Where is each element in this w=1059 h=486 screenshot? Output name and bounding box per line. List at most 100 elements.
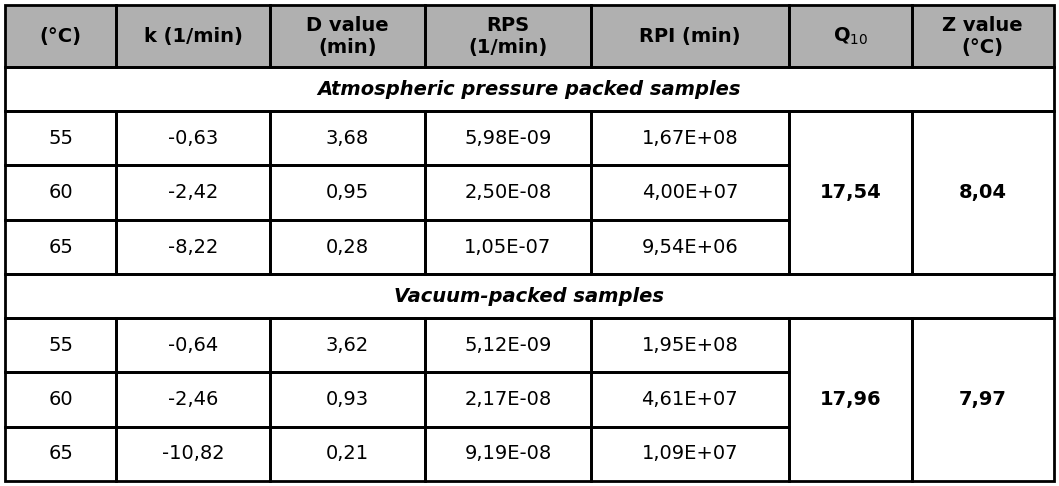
Bar xyxy=(116,427,270,481)
Text: (°C): (°C) xyxy=(40,27,82,46)
Bar xyxy=(591,5,789,68)
Text: 0,28: 0,28 xyxy=(326,238,370,257)
Bar xyxy=(270,427,425,481)
Bar xyxy=(5,5,116,68)
Bar xyxy=(425,220,591,274)
Text: 17,54: 17,54 xyxy=(820,183,881,202)
Bar xyxy=(591,165,789,220)
Text: Z value
(°C): Z value (°C) xyxy=(943,16,1023,57)
Bar xyxy=(591,372,789,427)
Text: 2,17E-08: 2,17E-08 xyxy=(464,390,552,409)
Text: -8,22: -8,22 xyxy=(168,238,218,257)
Bar xyxy=(591,427,789,481)
Bar xyxy=(591,111,789,165)
Bar xyxy=(912,111,1054,274)
Bar xyxy=(116,372,270,427)
Bar xyxy=(912,111,1054,274)
Bar xyxy=(116,318,270,372)
Bar xyxy=(5,68,1054,111)
Bar xyxy=(116,111,270,165)
Bar xyxy=(270,427,425,481)
Text: 0,21: 0,21 xyxy=(326,444,370,464)
Bar xyxy=(912,318,1054,481)
Bar xyxy=(591,427,789,481)
Text: 2,50E-08: 2,50E-08 xyxy=(464,183,552,202)
Bar xyxy=(270,5,425,68)
Bar xyxy=(5,427,116,481)
Bar xyxy=(425,165,591,220)
Text: RPS
(1/min): RPS (1/min) xyxy=(468,16,548,57)
Bar xyxy=(5,318,116,372)
Bar xyxy=(5,165,116,220)
Text: 60: 60 xyxy=(49,183,73,202)
Bar xyxy=(425,5,591,68)
Bar xyxy=(116,165,270,220)
Bar xyxy=(116,165,270,220)
Bar xyxy=(270,111,425,165)
Bar xyxy=(425,427,591,481)
Bar xyxy=(5,274,1054,318)
Bar xyxy=(270,318,425,372)
Bar xyxy=(270,220,425,274)
Bar xyxy=(789,5,912,68)
Bar xyxy=(425,111,591,165)
Text: 55: 55 xyxy=(49,335,73,355)
Bar xyxy=(425,5,591,68)
Text: 9,54E+06: 9,54E+06 xyxy=(642,238,738,257)
Bar xyxy=(116,220,270,274)
Bar xyxy=(425,318,591,372)
Bar xyxy=(5,5,116,68)
Bar xyxy=(789,111,912,274)
Bar xyxy=(591,318,789,372)
Bar xyxy=(591,165,789,220)
Bar xyxy=(591,220,789,274)
Text: 1,09E+07: 1,09E+07 xyxy=(642,444,738,464)
Text: k (1/min): k (1/min) xyxy=(144,27,243,46)
Bar xyxy=(5,372,116,427)
Bar xyxy=(270,165,425,220)
Bar xyxy=(591,318,789,372)
Text: 8,04: 8,04 xyxy=(958,183,1007,202)
Bar xyxy=(912,5,1054,68)
Bar xyxy=(116,318,270,372)
Bar xyxy=(116,220,270,274)
Text: D value
(min): D value (min) xyxy=(306,16,389,57)
Text: 5,12E-09: 5,12E-09 xyxy=(464,335,552,355)
Bar xyxy=(789,318,912,481)
Text: 0,95: 0,95 xyxy=(326,183,370,202)
Bar xyxy=(5,220,116,274)
Bar xyxy=(116,5,270,68)
Bar xyxy=(425,111,591,165)
Text: 65: 65 xyxy=(49,238,73,257)
Text: -0,63: -0,63 xyxy=(168,129,218,148)
Bar xyxy=(116,111,270,165)
Bar xyxy=(425,427,591,481)
Text: Atmospheric pressure packed samples: Atmospheric pressure packed samples xyxy=(318,80,741,99)
Text: 1,95E+08: 1,95E+08 xyxy=(642,335,738,355)
Text: -2,42: -2,42 xyxy=(168,183,218,202)
Bar xyxy=(5,68,1054,111)
Bar xyxy=(425,318,591,372)
Text: 4,61E+07: 4,61E+07 xyxy=(642,390,738,409)
Text: 4,00E+07: 4,00E+07 xyxy=(642,183,738,202)
Text: 60: 60 xyxy=(49,390,73,409)
Text: RPI (min): RPI (min) xyxy=(639,27,740,46)
Bar xyxy=(912,318,1054,481)
Text: -10,82: -10,82 xyxy=(162,444,225,464)
Bar xyxy=(270,5,425,68)
Text: -0,64: -0,64 xyxy=(168,335,218,355)
Bar xyxy=(116,427,270,481)
Bar xyxy=(5,372,116,427)
Text: 65: 65 xyxy=(49,444,73,464)
Bar xyxy=(425,372,591,427)
Bar xyxy=(116,5,270,68)
Text: 3,62: 3,62 xyxy=(326,335,370,355)
Bar xyxy=(591,220,789,274)
Bar xyxy=(116,372,270,427)
Bar xyxy=(425,372,591,427)
Bar xyxy=(270,372,425,427)
Text: 7,97: 7,97 xyxy=(958,390,1007,409)
Text: 5,98E-09: 5,98E-09 xyxy=(464,129,552,148)
Bar xyxy=(5,220,116,274)
Bar xyxy=(5,274,1054,318)
